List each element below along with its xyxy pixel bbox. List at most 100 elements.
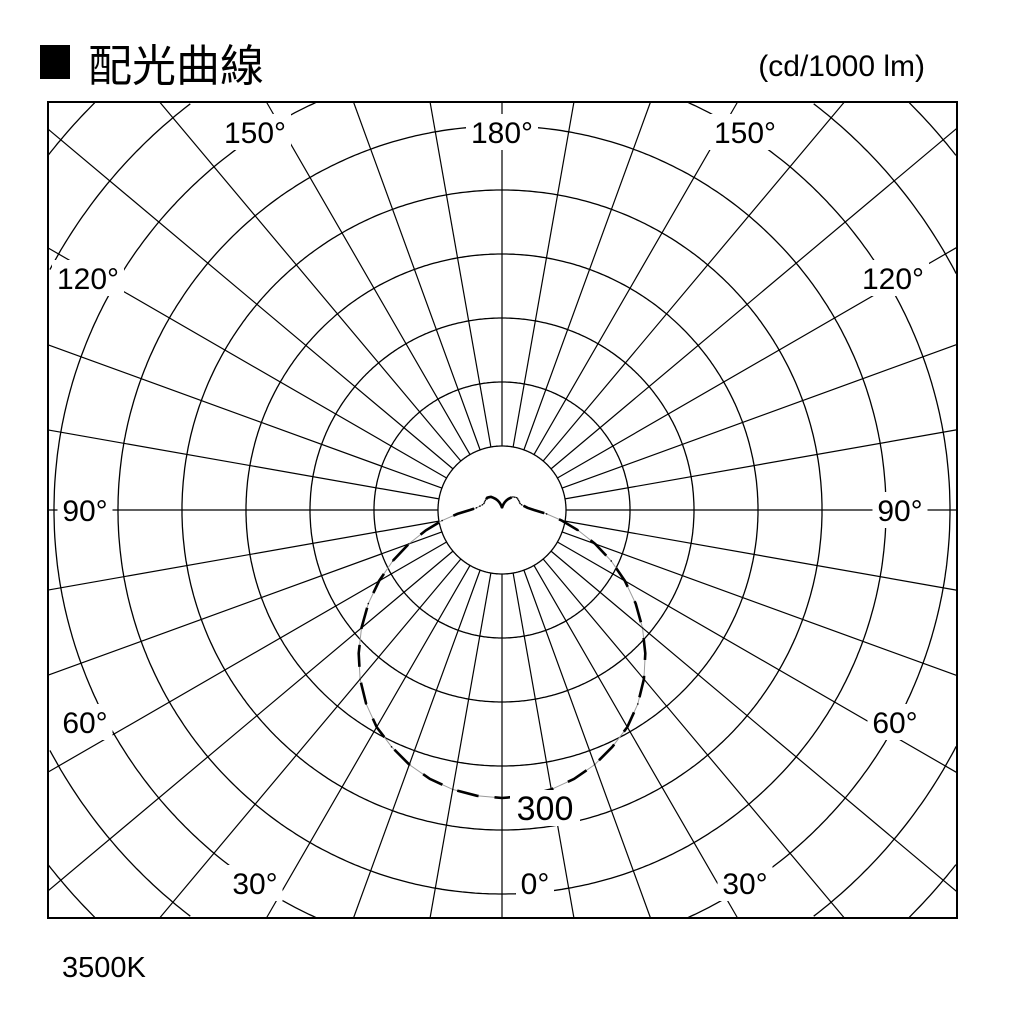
label-background [717,865,773,901]
polar-grid [47,101,958,919]
data-point [479,505,481,507]
data-point [644,652,647,655]
data-point [475,506,478,509]
grid-spoke [564,520,958,591]
data-point [390,746,393,748]
angle-label: 60° [872,707,917,740]
grid-spoke [429,101,492,448]
data-point [476,795,478,797]
chart-title: 配光曲線 [40,30,264,94]
data-point [424,529,427,532]
data-point [519,502,521,505]
angle-label: 180° [471,117,533,150]
data-point [391,560,394,562]
data-point [499,503,502,505]
title-square-icon [40,45,70,79]
data-point [641,627,644,629]
label-background [466,114,538,150]
data-point [520,503,523,506]
data-point [488,496,490,498]
color-temperature-label: 3500K [62,952,146,984]
unit-label: (cd/1000 lm) [758,50,925,83]
data-point [526,506,529,509]
grid-spoke [533,101,739,455]
label-background [57,492,113,528]
grid-spoke [159,101,462,462]
data-point [643,678,645,680]
data-point [593,763,596,766]
data-point [504,501,506,503]
data-point [502,503,505,505]
data-point [637,703,639,705]
data-point [492,496,495,499]
label-background [872,492,928,528]
data-point [486,496,489,499]
data-point [501,797,503,799]
grid-spoke [561,531,958,677]
angle-label: 60° [62,707,107,740]
grid-circle [437,445,567,575]
data-point [490,496,492,498]
label-background [516,865,554,901]
grid-spoke [352,101,481,451]
data-point [624,580,626,582]
grid-spoke [523,569,652,919]
data-point [509,496,512,499]
label-background [867,704,923,740]
data-point [594,543,597,545]
data-point [456,513,459,515]
label-background [857,260,929,296]
data-point [514,496,516,498]
grid-spoke [47,429,440,500]
grid-spoke [47,344,443,489]
grid-spoke [564,429,958,500]
grid-spoke [265,565,471,919]
data-point [484,499,487,502]
data-point [515,496,518,499]
data-point [533,509,535,511]
grid-spoke [512,572,575,919]
angle-label: 150° [224,117,286,150]
data-point [518,501,521,503]
data-point [523,505,525,507]
data-point [634,602,637,605]
grid-spoke [561,343,958,489]
polar-chart: 180° 150° 150° 120° 120° 90° 90° 60° 60° 30° 30° 0°… [47,101,958,919]
data-point [481,503,484,506]
chart-title-text: 配光曲線 [88,42,264,91]
data-point [610,560,613,562]
data-point [496,499,499,502]
grid-spoke [512,101,575,448]
data-point [359,678,361,680]
label-background [52,260,124,296]
data-point [516,498,519,500]
grid-spoke [533,565,739,919]
data-point [550,788,553,791]
grid-spoke [47,520,440,591]
data-point [626,726,629,728]
data-point [545,513,548,515]
grid-spoke [159,558,462,919]
data-point [485,498,488,500]
data-point [517,499,520,502]
grid-spoke [265,101,471,455]
grid-spoke [550,550,958,893]
grid-spoke [550,127,958,470]
angle-label: 0° [521,868,550,901]
radial-tick-label: 300 [517,790,574,828]
grid-circle [47,102,957,918]
data-point [501,507,503,509]
grid-spoke [429,572,492,919]
data-point [494,498,497,500]
data-point [407,543,410,545]
data-point [451,788,454,791]
data-point [498,501,500,503]
data-point [507,498,510,500]
angle-label: 150° [714,117,776,150]
curves [357,495,647,800]
angle-label: 90° [877,495,922,528]
data-point [469,509,471,511]
data-point [577,529,580,532]
angle-label: 30° [232,868,277,901]
data-point [360,627,363,629]
